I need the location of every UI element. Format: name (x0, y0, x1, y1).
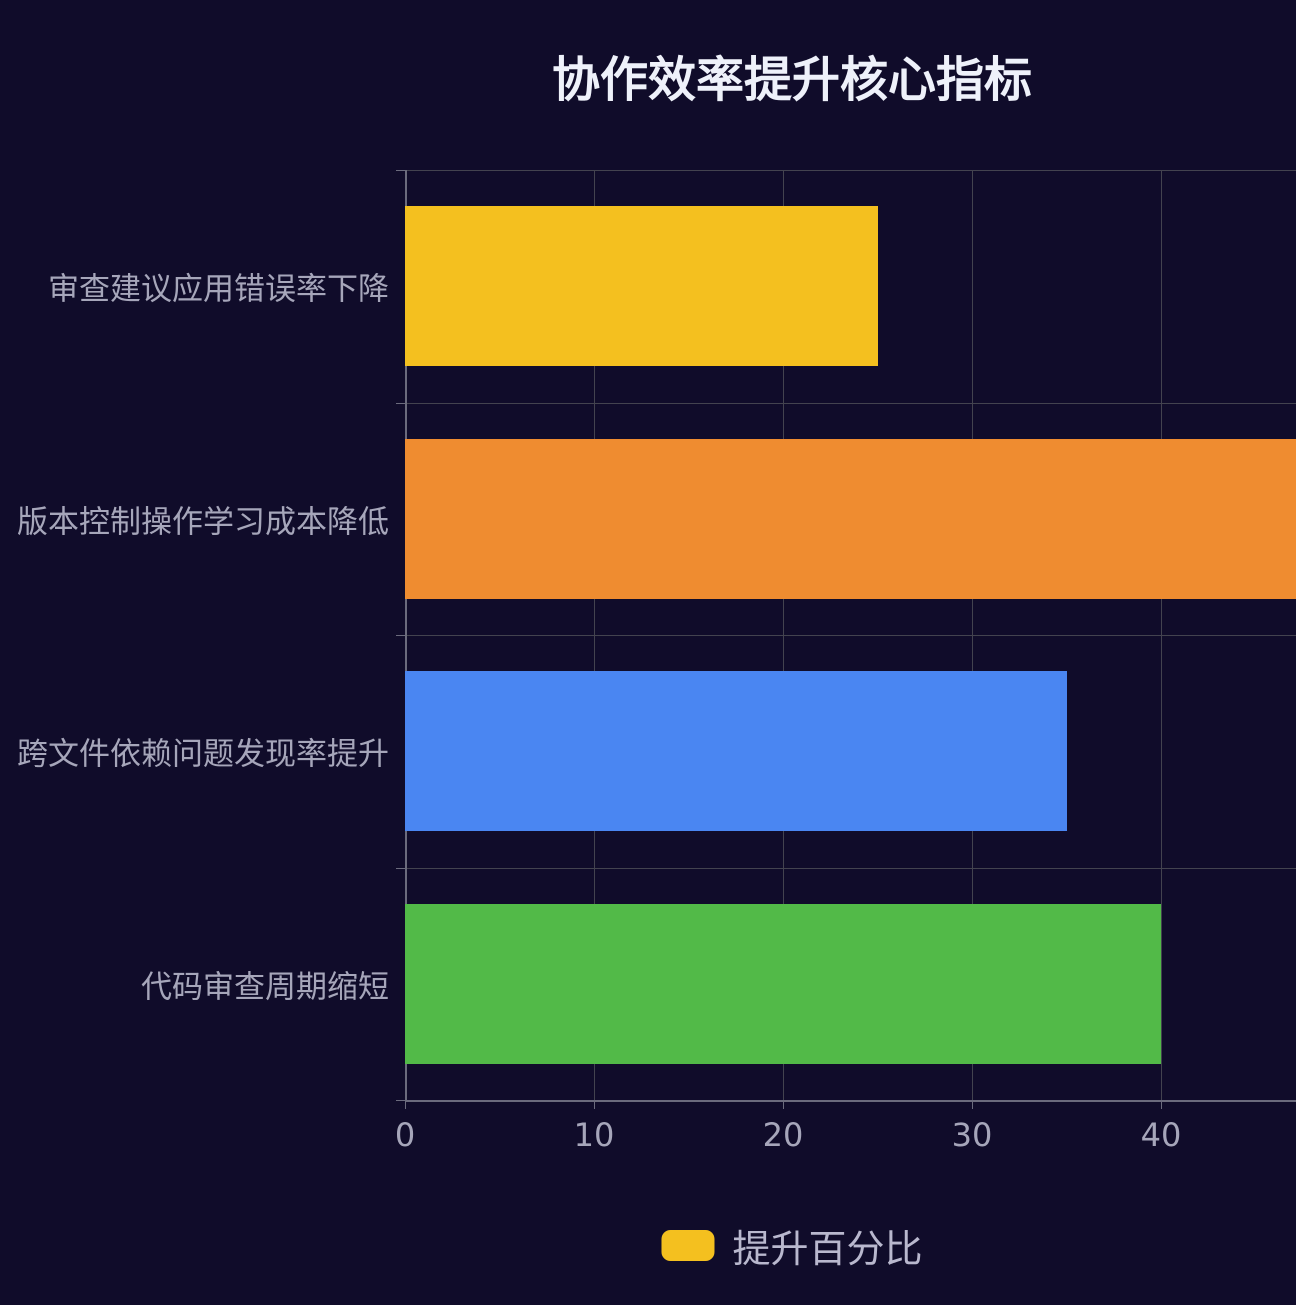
y-axis-label: 审查建议应用错误率下降 (48, 271, 389, 308)
legend-swatch (661, 1230, 715, 1261)
y-axis-tick (396, 635, 405, 636)
legend-item[interactable]: 提升百分比 (661, 1218, 923, 1273)
bar[interactable] (405, 438, 1296, 599)
x-axis-tick (972, 1100, 973, 1109)
y-gridline (405, 867, 1296, 869)
y-gridline (405, 635, 1296, 636)
legend-label: 提升百分比 (732, 1227, 923, 1271)
y-axis-label: 跨文件依赖问题发现率提升 (17, 736, 389, 773)
x-axis-tick (405, 1100, 406, 1109)
y-gridline (405, 170, 1296, 171)
y-axis-tick (396, 1100, 405, 1101)
y-axis-tick (396, 402, 405, 404)
x-axis-line (405, 1100, 1296, 1102)
bar[interactable] (405, 671, 1067, 832)
y-axis-tick (396, 170, 405, 171)
y-axis-tick (396, 867, 405, 869)
bar[interactable] (405, 903, 1161, 1064)
x-axis-tick (594, 1100, 595, 1109)
x-axis-label: 30 (951, 1116, 993, 1154)
y-axis-label: 版本控制操作学习成本降低 (17, 504, 389, 541)
x-axis-label: 40 (1140, 1116, 1182, 1154)
chart-title: 协作效率提升核心指标 (551, 52, 1033, 108)
y-gridline (405, 402, 1296, 404)
x-axis-tick (1161, 1100, 1162, 1109)
x-gridline (972, 170, 973, 1100)
x-gridline (594, 170, 595, 1100)
y-axis-label: 代码审查周期缩短 (141, 969, 389, 1006)
x-axis-label: 0 (394, 1116, 416, 1154)
x-gridline (1161, 170, 1162, 1100)
bar[interactable] (405, 206, 878, 367)
x-axis-tick (783, 1100, 784, 1109)
x-axis-label: 10 (573, 1116, 615, 1154)
x-gridline (783, 170, 784, 1100)
y-axis-line (405, 170, 407, 1100)
x-axis-label: 20 (762, 1116, 804, 1154)
